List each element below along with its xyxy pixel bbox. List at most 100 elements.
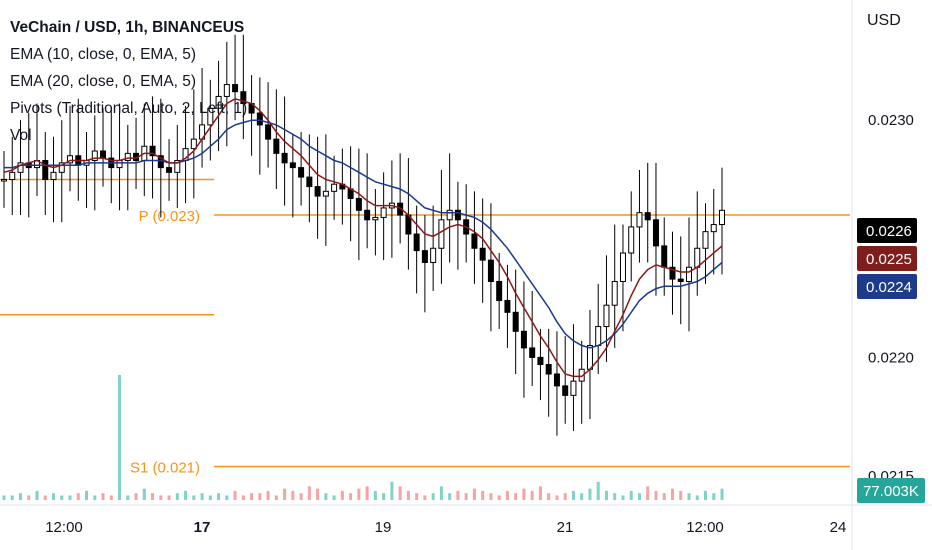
volume-bar-74 xyxy=(613,493,617,500)
candle-body-84 xyxy=(694,247,701,268)
price-tag-volume-bg xyxy=(857,478,925,503)
volume-bar-8 xyxy=(68,495,72,500)
candle-body-62 xyxy=(512,311,519,332)
volume-bar-29 xyxy=(241,495,245,500)
candle-body-77 xyxy=(636,212,643,228)
candle-body-72 xyxy=(595,326,602,347)
volume-bar-59 xyxy=(489,493,493,500)
candle-body-36 xyxy=(298,167,305,178)
volume-bar-80 xyxy=(662,493,666,500)
volume-bar-0 xyxy=(2,495,6,500)
volume-bar-27 xyxy=(225,495,229,500)
candle-body-83 xyxy=(685,266,692,282)
price-tag-last: 0.0226 xyxy=(866,223,912,240)
candle-body-67 xyxy=(553,373,560,387)
volume-bar-20 xyxy=(167,495,171,500)
volume-bar-43 xyxy=(357,488,361,500)
volume-bar-19 xyxy=(159,495,163,500)
candle-body-74 xyxy=(611,280,618,306)
legend-ema20: EMA (20, close, 0, EMA, 5) xyxy=(10,73,197,90)
candle-body-55 xyxy=(454,209,461,221)
volume-bar-62 xyxy=(514,493,518,500)
volume-bar-22 xyxy=(184,490,188,500)
volume-bar-23 xyxy=(192,495,196,500)
volume-bar-56 xyxy=(464,493,468,500)
volume-bar-41 xyxy=(340,490,344,500)
volume-bar-72 xyxy=(596,481,600,500)
volume-bar-13 xyxy=(109,495,113,500)
candle-body-80 xyxy=(661,245,668,268)
volume-bar-64 xyxy=(530,490,534,500)
candle-body-86 xyxy=(710,224,717,233)
volume-bar-11 xyxy=(93,495,97,500)
volume-bar-25 xyxy=(208,495,212,500)
price-tag-volume: 77.003K xyxy=(863,483,919,500)
volume-bar-77 xyxy=(637,493,641,500)
candle-body-7 xyxy=(58,162,65,173)
volume-bar-31 xyxy=(258,493,262,500)
candle-body-31 xyxy=(256,112,263,126)
time-tick-3: 21 xyxy=(557,519,574,536)
volume-bar-54 xyxy=(448,493,452,500)
candle-body-35 xyxy=(289,162,296,169)
volume-bar-39 xyxy=(324,493,328,500)
candle-body-5 xyxy=(42,159,49,180)
volume-bar-69 xyxy=(571,490,575,500)
volume-bar-51 xyxy=(423,495,427,500)
volume-bar-40 xyxy=(332,495,336,500)
candle-body-33 xyxy=(273,138,280,154)
candle-body-59 xyxy=(487,259,494,282)
volume-bar-53 xyxy=(439,486,443,500)
volume-bar-42 xyxy=(349,493,353,500)
volume-bar-87 xyxy=(720,488,724,500)
volume-bar-67 xyxy=(555,495,559,500)
candle-body-75 xyxy=(619,252,626,282)
volume-bar-71 xyxy=(588,488,592,500)
candle-body-11 xyxy=(91,150,98,161)
volume-bar-12 xyxy=(101,493,105,500)
candle-body-60 xyxy=(496,280,503,301)
volume-bar-63 xyxy=(522,488,526,500)
pivot-p-label: P (0.023) xyxy=(139,208,200,225)
candle-body-18 xyxy=(149,145,156,157)
candle-body-23 xyxy=(190,138,197,150)
candle-body-25 xyxy=(207,107,214,126)
volume-bar-17 xyxy=(142,488,146,500)
candle-body-57 xyxy=(471,233,478,249)
volume-bar-1 xyxy=(10,495,14,500)
volume-bar-30 xyxy=(250,493,254,500)
price-tag-ema10-bg xyxy=(857,246,917,271)
candle-body-53 xyxy=(438,219,445,249)
volume-bar-66 xyxy=(547,493,551,500)
volume-bar-32 xyxy=(266,490,270,500)
chart-legend: VeChain / USD, 1h, BINANCEUS EMA (10, cl… xyxy=(10,14,247,149)
candle-body-69 xyxy=(570,380,577,396)
volume-bar-85 xyxy=(703,490,707,500)
candle-body-64 xyxy=(529,347,536,358)
volume-bar-15 xyxy=(126,495,130,500)
candle-body-78 xyxy=(644,212,651,221)
candle-body-37 xyxy=(306,176,313,188)
candle-body-58 xyxy=(479,247,486,261)
candle-body-34 xyxy=(281,152,288,164)
volume-bar-60 xyxy=(497,495,501,500)
candle-body-68 xyxy=(562,385,569,396)
candle-body-38 xyxy=(314,186,321,197)
volume-bar-78 xyxy=(646,486,650,500)
candle-body-12 xyxy=(100,150,107,159)
volume-bar-52 xyxy=(431,493,435,500)
volume-bar-83 xyxy=(687,493,691,500)
volume-bar-86 xyxy=(712,493,716,500)
volume-bar-48 xyxy=(398,486,402,500)
volume-bar-33 xyxy=(274,495,278,500)
volume-bar-3 xyxy=(27,495,31,500)
candle-body-2 xyxy=(17,162,24,173)
candle-body-14 xyxy=(116,159,123,169)
volume-bar-2 xyxy=(19,493,23,500)
legend-vol: Vol xyxy=(10,127,32,144)
volume-bar-84 xyxy=(695,495,699,500)
candle-body-0 xyxy=(1,178,7,182)
volume-bar-21 xyxy=(175,493,179,500)
candle-body-46 xyxy=(380,207,387,218)
